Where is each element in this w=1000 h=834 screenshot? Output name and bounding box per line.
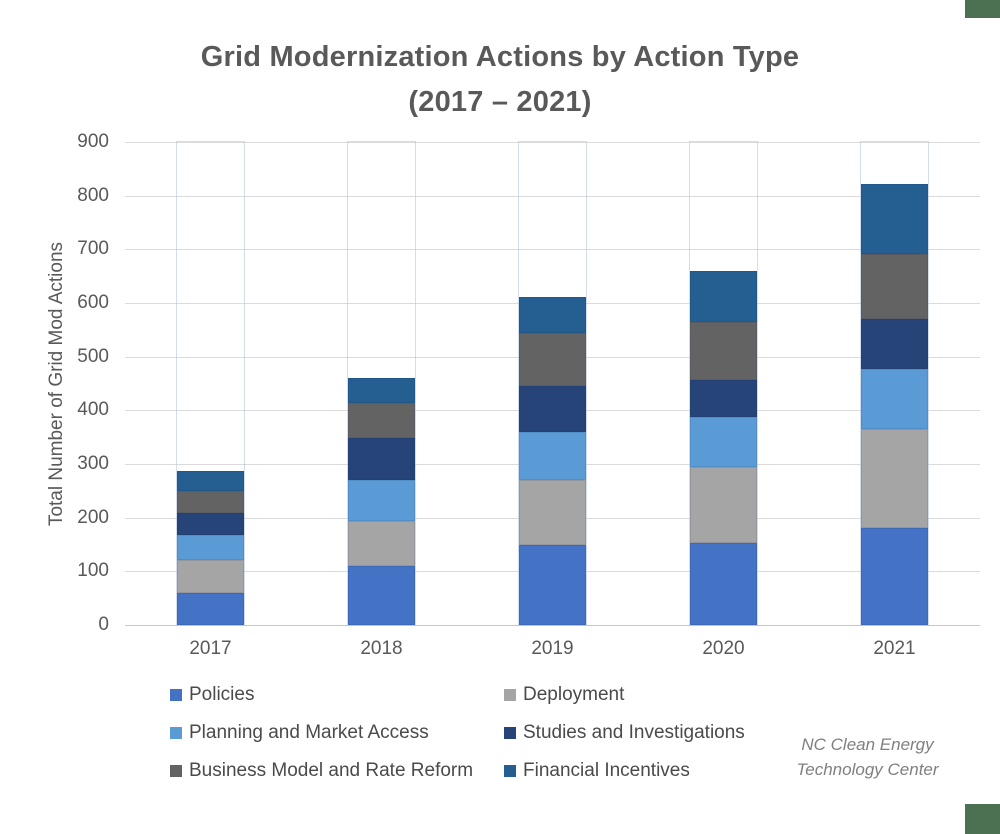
gridline-800 (125, 195, 980, 197)
x-tick-label-2019: 2019 (531, 638, 574, 659)
legend-item-planning-and-market-access: Planning and Market Access (170, 722, 504, 744)
legend-item-financial-incentives: Financial Incentives (504, 760, 745, 782)
bar-segment-deployment-2021 (861, 428, 928, 529)
legend-label-planning-and-market-access: Planning and Market Access (189, 722, 429, 743)
bar-segment-planning-and-market-access-2019 (519, 431, 586, 481)
corner-accent-top-right (965, 0, 1000, 18)
bar-segment-deployment-2018 (348, 520, 415, 566)
bar-segment-policies-2017 (177, 592, 244, 625)
bar-segment-policies-2020 (690, 542, 757, 625)
bar-column-2020 (638, 141, 809, 626)
y-tick-label-800: 800 (77, 184, 109, 206)
legend-marker-planning-and-market-access (170, 727, 182, 739)
bar-segment-planning-and-market-access-2020 (690, 416, 757, 468)
bar-column-2021 (809, 141, 980, 626)
y-tick-label-400: 400 (77, 399, 109, 421)
bar-segment-studies-and-investigations-2018 (348, 437, 415, 480)
stacked-bar-2020 (689, 141, 758, 626)
bar-segment-policies-2018 (348, 565, 415, 625)
x-tick-label-2018: 2018 (360, 638, 403, 659)
x-tick-label-2017: 2017 (189, 638, 232, 659)
bar-segment-financial-incentives-2019 (519, 296, 586, 333)
legend-label-financial-incentives: Financial Incentives (523, 760, 690, 781)
legend-item-policies: Policies (170, 684, 504, 706)
x-axis-line (125, 625, 980, 626)
legend: Policies Deployment Planning and Market Ac… (170, 684, 745, 782)
legend-marker-business-model-and-rate-reform (170, 765, 182, 777)
bar-segment-business-model-and-rate-reform-2021 (861, 254, 928, 320)
chart-title-line2: (2017 – 2021) (408, 86, 592, 118)
bar-segment-policies-2019 (519, 544, 586, 625)
y-tick-label-700: 700 (77, 238, 109, 260)
y-tick-label-0: 0 (98, 614, 109, 635)
attribution: NC Clean Energy Technology Center (775, 732, 960, 782)
bar-segment-business-model-and-rate-reform-2020 (690, 322, 757, 380)
bar-segment-financial-incentives-2017 (177, 470, 244, 492)
legend-marker-studies-and-investigations (504, 727, 516, 739)
corner-accent-bottom-right (965, 804, 1000, 834)
legend-label-deployment: Deployment (523, 684, 625, 705)
bar-segment-business-model-and-rate-reform-2018 (348, 402, 415, 438)
y-axis-tick-labels: 900 800 700 600 500 400 300 200 100 0 (0, 131, 115, 635)
y-tick-label-100: 100 (77, 560, 109, 582)
bar-column-2019 (467, 141, 638, 626)
bar-segment-financial-incentives-2021 (861, 183, 928, 255)
x-axis-tick-labels: 2017 2018 2019 2020 2021 (125, 638, 980, 660)
bar-segment-studies-and-investigations-2020 (690, 379, 757, 417)
plot-area (125, 141, 980, 626)
bar-segment-financial-incentives-2018 (348, 378, 415, 403)
legend-marker-policies (170, 689, 182, 701)
legend-item-business-model-and-rate-reform: Business Model and Rate Reform (170, 760, 504, 782)
y-tick-label-200: 200 (77, 506, 109, 528)
y-tick-label-500: 500 (77, 345, 109, 367)
chart-title-line1: Grid Modernization Actions by Action Typ… (200, 41, 800, 73)
bar-segment-deployment-2020 (690, 467, 757, 543)
gridline-700 (125, 249, 980, 251)
legend-label-policies: Policies (189, 684, 255, 705)
legend-label-business-model-and-rate-reform: Business Model and Rate Reform (189, 760, 474, 781)
bar-column-2018 (296, 141, 467, 626)
legend-marker-financial-incentives (504, 765, 516, 777)
bar-segment-business-model-and-rate-reform-2019 (519, 332, 586, 387)
bar-segment-planning-and-market-access-2017 (177, 535, 244, 560)
bar-segment-financial-incentives-2020 (690, 271, 757, 323)
attribution-line2: Technology Center (796, 760, 939, 779)
bar-segment-studies-and-investigations-2019 (519, 386, 586, 432)
y-tick-label-600: 600 (77, 291, 109, 313)
bars-row (125, 141, 980, 626)
bar-segment-deployment-2017 (177, 559, 244, 593)
bar-segment-studies-and-investigations-2017 (177, 512, 244, 536)
stacked-bar-2018 (347, 141, 416, 626)
legend-item-studies-and-investigations: Studies and Investigations (504, 722, 745, 744)
bar-column-2017 (125, 141, 296, 626)
bar-segment-business-model-and-rate-reform-2017 (177, 491, 244, 513)
legend-item-deployment: Deployment (504, 684, 745, 706)
chart-title: Grid Modernization Actions by Action Typ… (0, 35, 1000, 125)
bar-segment-policies-2021 (861, 528, 928, 625)
stacked-bar-2019 (518, 141, 587, 626)
x-tick-label-2020: 2020 (702, 638, 745, 659)
x-tick-label-2021: 2021 (873, 638, 916, 659)
bar-segment-planning-and-market-access-2018 (348, 479, 415, 521)
y-tick-label-900: 900 (77, 131, 109, 152)
attribution-line1: NC Clean Energy (801, 735, 934, 754)
bar-segment-planning-and-market-access-2021 (861, 369, 928, 429)
legend-label-studies-and-investigations: Studies and Investigations (523, 722, 745, 743)
legend-marker-deployment (504, 689, 516, 701)
stacked-bar-2021 (860, 141, 929, 626)
bar-segment-deployment-2019 (519, 480, 586, 545)
y-tick-label-300: 300 (77, 452, 109, 474)
stacked-bar-2017 (176, 141, 245, 626)
bar-segment-studies-and-investigations-2021 (861, 319, 928, 370)
gridline-900 (125, 142, 980, 143)
